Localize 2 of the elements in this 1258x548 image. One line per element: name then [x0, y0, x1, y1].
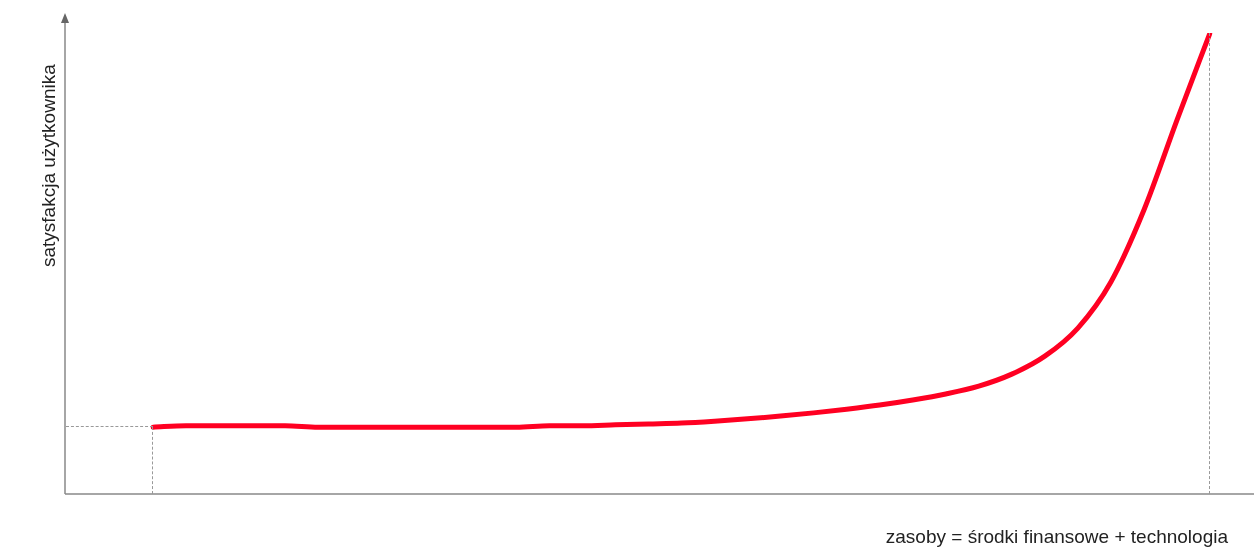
y-axis-title: satysfakcja użytkownika — [38, 64, 60, 267]
x-axis-title: zasoby = środki finansowe + technologia — [885, 526, 1228, 548]
